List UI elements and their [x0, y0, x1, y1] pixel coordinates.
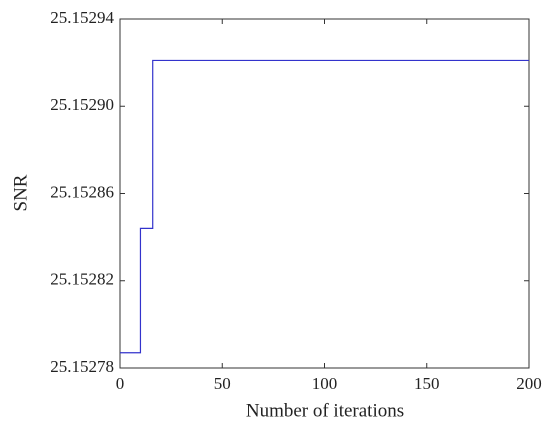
y-axis-label: SNR [10, 174, 31, 211]
y-tick-label: 25.15282 [50, 270, 114, 289]
x-tick-label: 200 [516, 374, 542, 393]
plot-frame [119, 18, 530, 369]
x-tick-label: 150 [414, 374, 440, 393]
x-tick-label: 50 [214, 374, 231, 393]
x-axis-label: Number of iterations [246, 400, 404, 421]
y-tick-label: 25.15294 [50, 8, 114, 27]
x-tick-label: 100 [312, 374, 338, 393]
y-tick-label: 25.15290 [50, 95, 114, 114]
y-tick-label: 25.15286 [50, 182, 114, 201]
y-tick-label: 25.15278 [50, 357, 114, 376]
data-line [120, 59, 529, 354]
x-tick-label: 0 [116, 374, 125, 393]
